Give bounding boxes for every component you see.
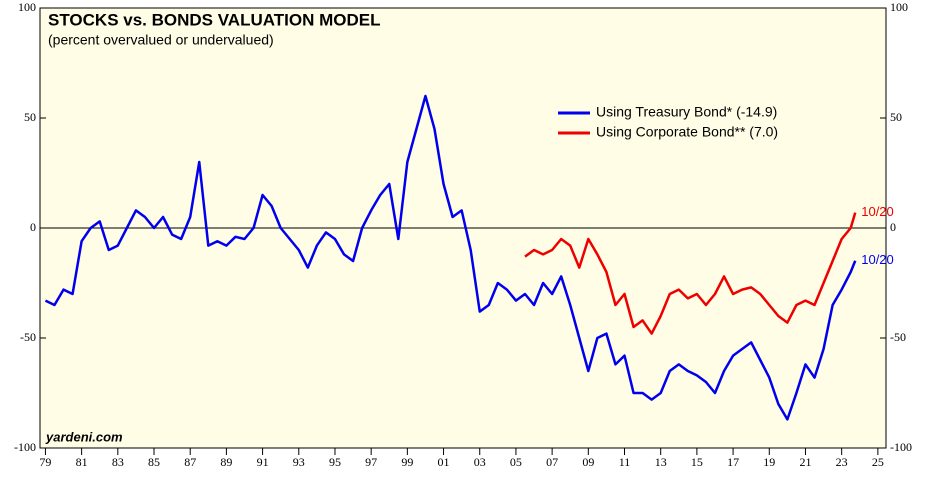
end-label: 10/20: [861, 252, 894, 267]
y2-tick-label: 0: [890, 220, 896, 234]
x-tick-label: 93: [293, 455, 305, 469]
y-tick-label: -50: [20, 330, 36, 344]
x-tick-label: 83: [112, 455, 124, 469]
y-tick-label: -100: [14, 440, 36, 454]
x-tick-label: 79: [39, 455, 51, 469]
x-tick-label: 87: [184, 455, 196, 469]
x-tick-label: 95: [329, 455, 341, 469]
y-tick-label: 100: [18, 0, 36, 14]
x-tick-label: 09: [582, 455, 594, 469]
series-line: [524, 212, 857, 335]
x-tick-label: 85: [148, 455, 160, 469]
chart-title: STOCKS vs. BONDS VALUATION MODEL: [48, 10, 380, 29]
x-tick-label: 99: [401, 455, 413, 469]
x-tick-label: 07: [546, 455, 558, 469]
x-tick-label: 89: [220, 455, 232, 469]
x-tick-label: 17: [727, 455, 739, 469]
y2-tick-label: -50: [890, 330, 906, 344]
x-tick-label: 81: [76, 455, 88, 469]
x-tick-label: 01: [438, 455, 450, 469]
chart-subtitle: (percent overvalued or undervalued): [48, 32, 274, 48]
y2-tick-label: -100: [890, 440, 912, 454]
legend-label: Using Corporate Bond** (7.0): [596, 124, 778, 140]
x-tick-label: 25: [872, 455, 884, 469]
y2-tick-label: 50: [890, 110, 902, 124]
y2-tick-label: 100: [890, 0, 908, 14]
x-tick-label: 03: [474, 455, 486, 469]
x-tick-label: 11: [619, 455, 631, 469]
x-tick-label: 91: [257, 455, 269, 469]
series-line: [44, 94, 857, 421]
y-tick-label: 50: [24, 110, 36, 124]
end-label: 10/20: [861, 204, 894, 219]
x-tick-label: 13: [655, 455, 667, 469]
y-tick-label: 0: [30, 220, 36, 234]
x-tick-label: 23: [836, 455, 848, 469]
x-tick-label: 97: [365, 455, 377, 469]
source: yardeni.com: [45, 429, 123, 444]
legend-label: Using Treasury Bond* (-14.9): [596, 104, 777, 120]
x-tick-label: 15: [691, 455, 703, 469]
x-tick-label: 21: [799, 455, 811, 469]
x-tick-label: 19: [763, 455, 775, 469]
x-tick-label: 05: [510, 455, 522, 469]
